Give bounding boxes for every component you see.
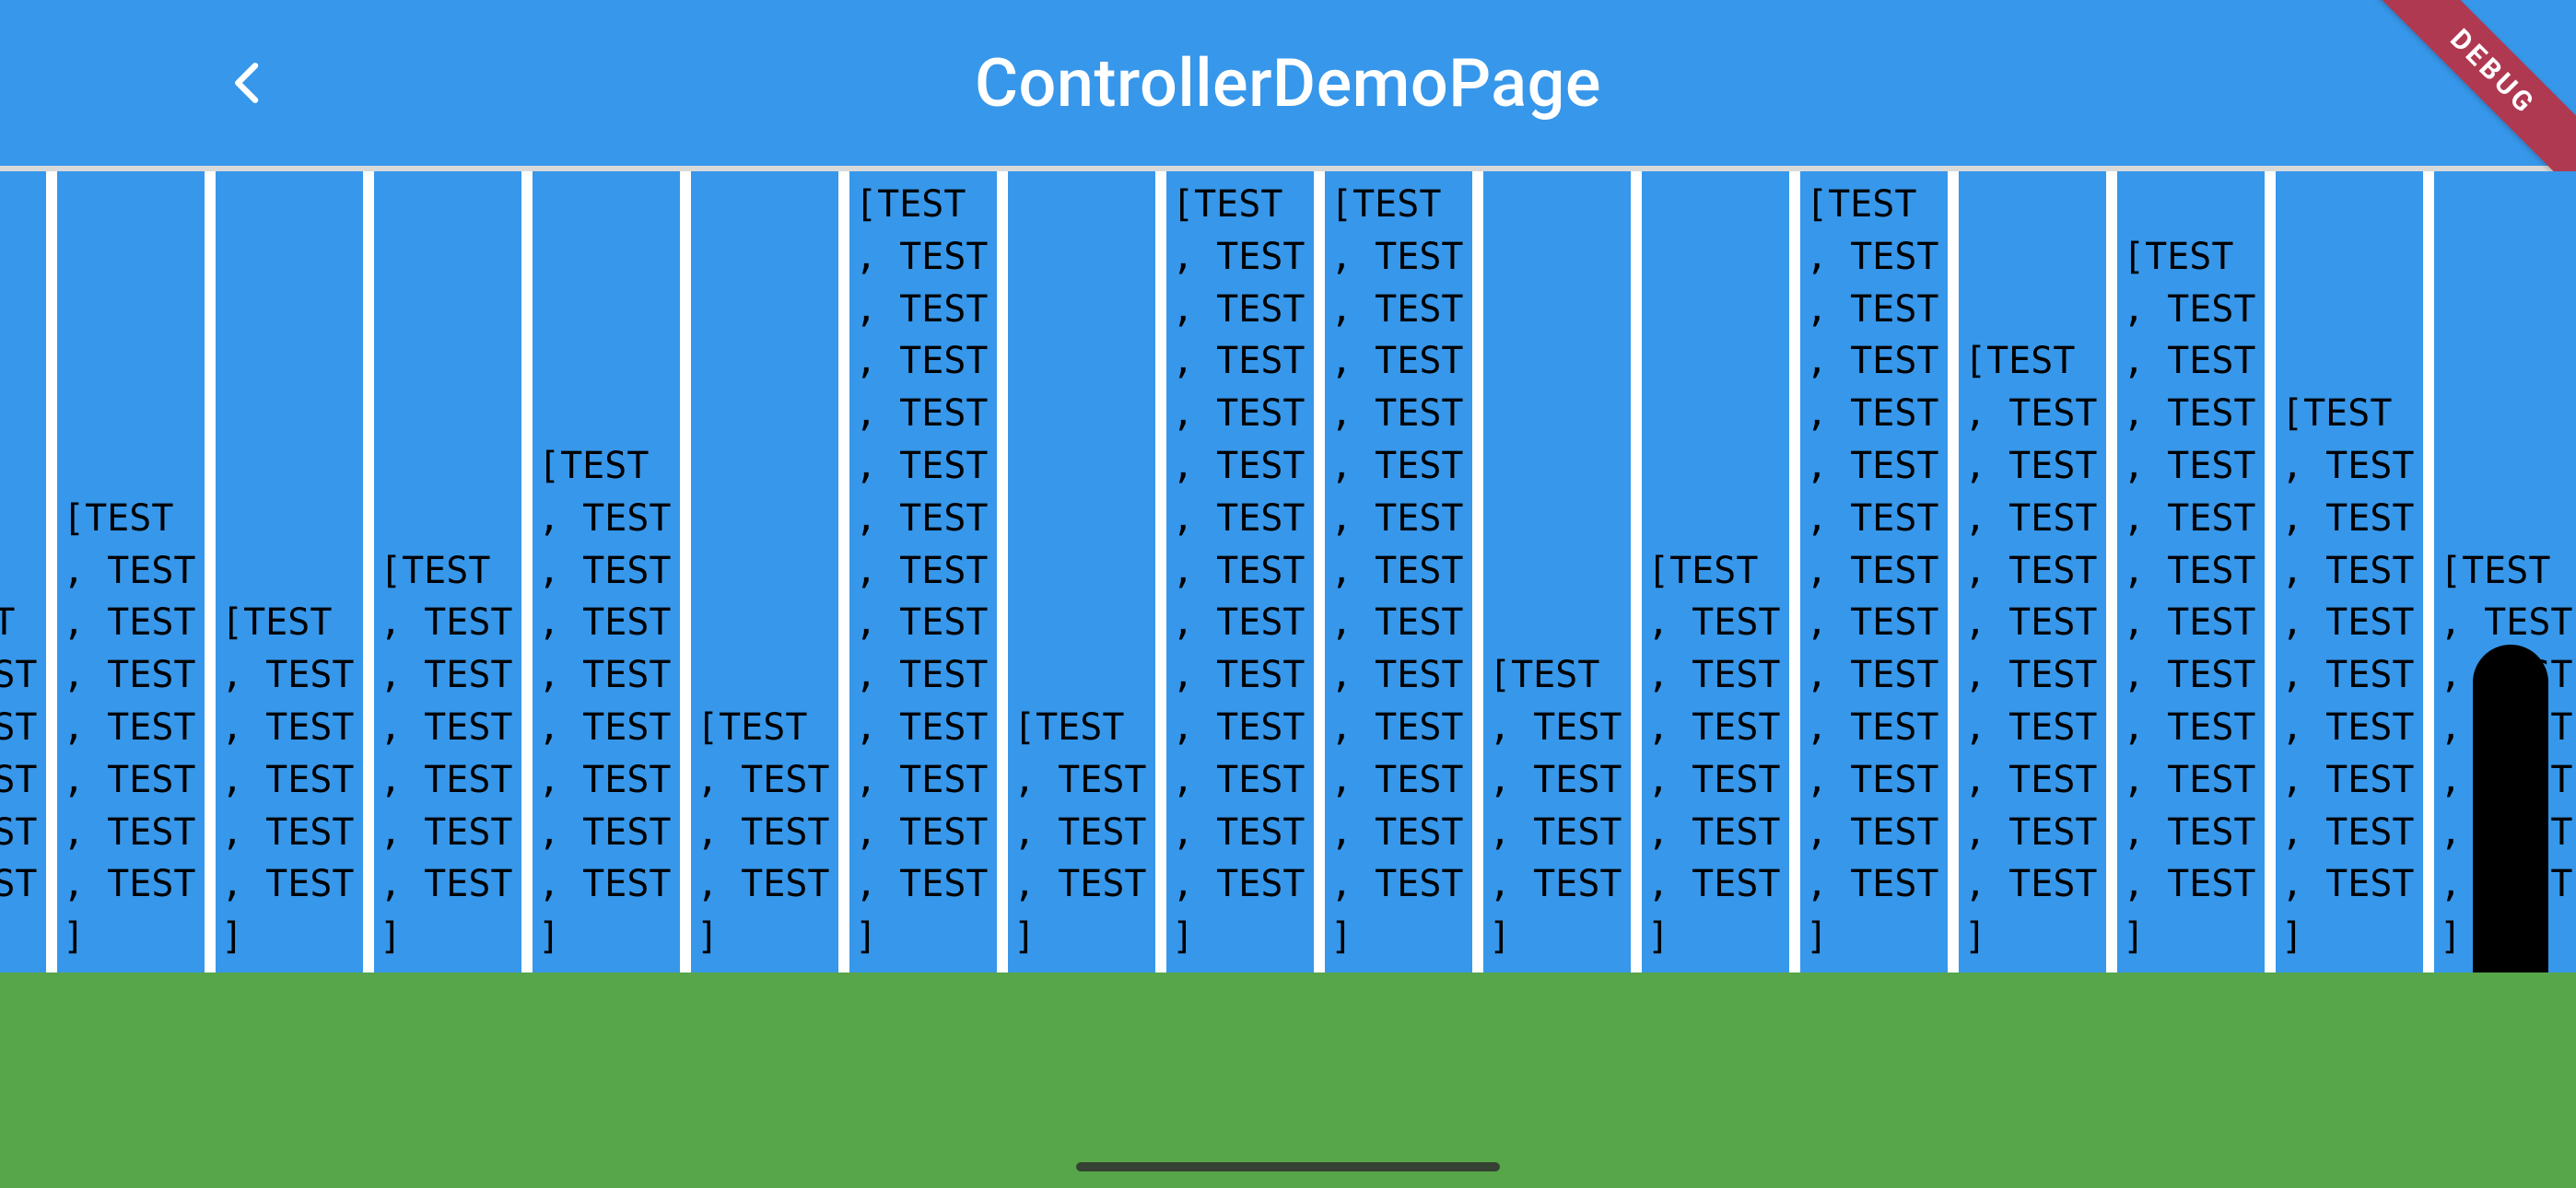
back-button[interactable] <box>193 0 304 166</box>
chart-bar-label: [TEST , TEST , TEST , TEST , TEST , TEST… <box>63 493 196 963</box>
chart-bar-label: [TEST , TEST , TEST , TEST , TEST , TEST… <box>538 440 672 963</box>
chart-bar: [TEST , TEST , TEST , TEST , TEST , TEST… <box>216 171 363 973</box>
chart-bar: [TEST , TEST , TEST , TEST , TEST , TEST… <box>1642 171 1789 973</box>
chart-bar: [TEST , TEST , TEST , TEST , TEST , TEST… <box>57 171 205 973</box>
chart-bar-label: [TEST , TEST , TEST , TEST , TEST , TEST… <box>1330 179 1464 963</box>
chart-bar-label: [TEST , TEST , TEST , TEST , TEST , TEST… <box>2123 231 2256 963</box>
chart-bar-label: [TEST , TEST , TEST , TEST , TEST , TEST… <box>221 597 355 963</box>
home-indicator[interactable] <box>1076 1162 1500 1171</box>
chart-bar: [TEST , TEST , TEST , TEST , TEST , TEST… <box>849 171 997 973</box>
chart-bar: [TEST , TEST , TEST , TEST , TEST , TEST… <box>374 171 521 973</box>
scrollbar-thumb[interactable] <box>2473 645 2548 973</box>
chart-bar: [TEST , TEST , TEST , TEST ] <box>1008 171 1155 973</box>
chevron-left-icon <box>223 57 275 109</box>
chart-bar: [TEST , TEST , TEST , TEST ] <box>691 171 838 973</box>
chart-bar-label: [TEST , TEST , TEST , TEST , TEST , TEST… <box>2281 388 2415 963</box>
chart-bar-label: [TEST , TEST , TEST , TEST , TEST , TEST… <box>1806 179 1939 963</box>
chart-bar: [TEST , TEST , TEST , TEST , TEST , TEST… <box>1325 171 1472 973</box>
chart-bar: [TEST , TEST , TEST , TEST , TEST , TEST… <box>1959 171 2106 973</box>
chart-bar-label: [TEST , TEST , TEST , TEST ] <box>1013 702 1147 963</box>
chart-bar-label: [TEST , TEST , TEST , TEST , TEST , TEST… <box>1647 545 1781 963</box>
chart-bar-label: [TEST , TEST , TEST , TEST , TEST , TEST… <box>1172 179 1306 963</box>
bottom-panel <box>0 973 2576 1188</box>
chart-bar: [TEST , TEST , TEST , TEST , TEST , TEST… <box>0 171 46 973</box>
chart-bar-label: [TEST , TEST , TEST , TEST , TEST , TEST… <box>1964 335 2098 963</box>
bar-chart[interactable]: [TEST , TEST , TEST , TEST , TEST , TEST… <box>0 171 2576 973</box>
page-body: [TEST , TEST , TEST , TEST , TEST , TEST… <box>0 171 2576 1188</box>
page-title: ControllerDemoPage <box>975 44 1601 122</box>
app-bar: ControllerDemoPage DEBUG <box>0 0 2576 166</box>
chart-bar: [TEST , TEST , TEST , TEST , TEST ] <box>1483 171 1631 973</box>
chart-bar: [TEST , TEST , TEST , TEST , TEST , TEST… <box>1800 171 1948 973</box>
chart-bar-label: [TEST , TEST , TEST , TEST , TEST , TEST… <box>380 545 513 963</box>
chart-bar-label: [TEST , TEST , TEST , TEST , TEST , TEST… <box>0 597 38 963</box>
chart-bar: [TEST , TEST , TEST , TEST , TEST , TEST… <box>2276 171 2423 973</box>
bar-row: [TEST , TEST , TEST , TEST , TEST , TEST… <box>0 171 2576 973</box>
screen-root: ControllerDemoPage DEBUG [TEST , TEST , … <box>0 0 2576 1188</box>
chart-bar-label: [TEST , TEST , TEST , TEST , TEST ] <box>1489 649 1622 963</box>
chart-bar: [TEST , TEST , TEST , TEST , TEST , TEST… <box>2117 171 2265 973</box>
chart-bar: [TEST , TEST , TEST , TEST , TEST , TEST… <box>533 171 680 973</box>
chart-bar-label: [TEST , TEST , TEST , TEST , TEST , TEST… <box>855 179 989 963</box>
chart-bar: [TEST , TEST , TEST , TEST , TEST , TEST… <box>1166 171 1314 973</box>
chart-bar-label: [TEST , TEST , TEST , TEST ] <box>697 702 830 963</box>
